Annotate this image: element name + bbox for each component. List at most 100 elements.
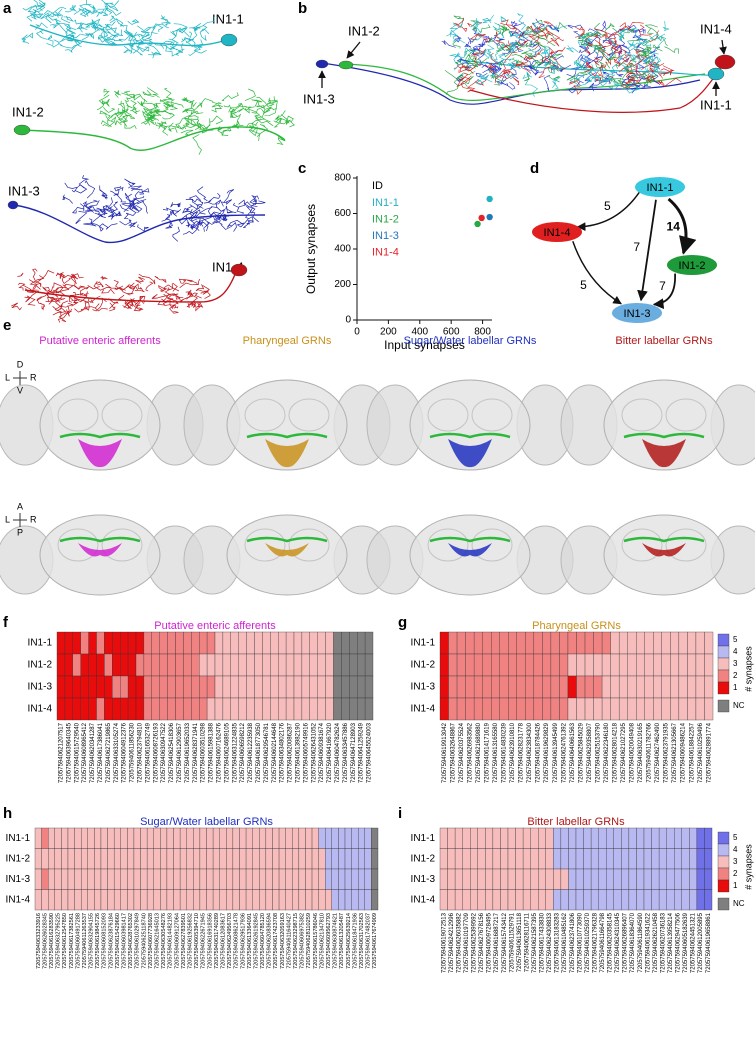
heatmap-cell xyxy=(153,889,161,911)
heatmap-cell xyxy=(576,675,586,699)
arbor xyxy=(224,126,232,132)
arbor xyxy=(507,40,522,50)
heatmap-cell xyxy=(606,848,614,870)
arbor xyxy=(246,205,259,223)
column-label: 720575940604782624 xyxy=(335,722,341,783)
arbor xyxy=(232,202,245,214)
arbor xyxy=(62,194,73,204)
arbor xyxy=(189,201,204,210)
arbor xyxy=(128,221,138,228)
heatmap-cell xyxy=(301,675,310,699)
arbor xyxy=(59,272,66,279)
arbor xyxy=(621,69,635,81)
arbor xyxy=(117,114,136,124)
arbor xyxy=(501,82,516,90)
heatmap-cell xyxy=(318,889,326,911)
column-label: 720575940623876184 xyxy=(108,913,114,969)
column-label: 720575940617674909 xyxy=(372,913,378,969)
arbor xyxy=(92,297,107,312)
arbor xyxy=(74,300,86,313)
column-label: 720575940611782766 xyxy=(647,722,653,782)
arbor xyxy=(122,114,130,123)
arbor xyxy=(40,12,58,21)
arbor xyxy=(69,33,81,42)
arbor xyxy=(594,39,612,48)
arbor xyxy=(457,26,468,33)
arbor xyxy=(87,200,100,208)
legend-swatch xyxy=(717,897,730,911)
heatmap-cell xyxy=(34,868,42,890)
heatmap-cell xyxy=(333,653,342,677)
heatmap-cell xyxy=(689,868,698,890)
column-label: 720575940605182639 xyxy=(683,912,689,973)
heatmap-cell xyxy=(270,675,279,699)
arbor xyxy=(185,115,198,124)
heatmap-cell xyxy=(439,848,448,870)
soma xyxy=(7,200,19,210)
arbor xyxy=(18,282,26,291)
heatmap-cell xyxy=(538,827,546,849)
column-label: 720575940628765302 xyxy=(128,913,134,969)
arbor xyxy=(142,89,155,98)
heatmap-cell xyxy=(173,868,181,890)
arbor xyxy=(632,71,646,77)
heatmap-cell xyxy=(525,653,535,677)
heatmap-cell xyxy=(661,675,671,699)
arbor xyxy=(486,61,502,72)
arbor xyxy=(273,119,291,125)
arbor xyxy=(584,72,597,84)
in1-neurons xyxy=(59,536,141,543)
column-label: 720575940621207517 xyxy=(59,722,65,783)
heatmap-cell xyxy=(584,653,594,677)
column-label: 720575940632059163 xyxy=(280,913,286,969)
heatmap-cell xyxy=(80,868,88,890)
arbor xyxy=(88,212,102,225)
heatmap-cell xyxy=(206,848,214,870)
arbor xyxy=(158,285,167,293)
arbor xyxy=(87,285,100,290)
heatmap-cell xyxy=(238,675,247,699)
heatmap-cell xyxy=(661,631,671,655)
arbor xyxy=(458,66,476,73)
column-label: 720575940611640427 xyxy=(286,913,292,969)
heatmap-cell xyxy=(112,631,121,655)
arbor xyxy=(35,30,48,40)
column-label: 720575940628371941 xyxy=(193,722,199,783)
arbor xyxy=(45,294,64,302)
arbor xyxy=(589,70,603,77)
row-label: IN1-3 xyxy=(6,874,31,885)
heatmap-cell xyxy=(113,827,121,849)
arbor xyxy=(197,285,210,295)
column-label: 720575940613364091 xyxy=(247,913,253,969)
column-label: 720575940602144648 xyxy=(272,722,278,783)
arbor xyxy=(99,110,111,119)
arbor xyxy=(203,221,211,232)
heatmap-cell xyxy=(143,653,152,677)
heatmap-cell xyxy=(127,848,135,870)
heatmap-cell xyxy=(254,697,263,721)
heatmap-cell xyxy=(492,848,501,870)
arbor xyxy=(189,207,213,218)
arbor xyxy=(101,288,115,295)
heatmap-cell xyxy=(613,827,622,849)
heatmap-cell xyxy=(135,675,145,699)
soma xyxy=(220,33,238,47)
compass-label: L xyxy=(5,514,10,524)
row-label: IN1-3 xyxy=(28,682,53,693)
heatmap-cell xyxy=(491,697,500,721)
heatmap-cell xyxy=(364,697,374,721)
arbor xyxy=(171,282,178,292)
heatmap-cell xyxy=(146,889,154,911)
heatmap-cell xyxy=(293,675,303,699)
soma xyxy=(230,263,248,277)
arbor xyxy=(566,66,583,77)
arbor xyxy=(543,60,552,68)
heatmap-cell xyxy=(491,653,500,677)
heatmap-cell xyxy=(143,697,152,721)
heatmap-cell xyxy=(278,697,287,721)
arbor xyxy=(467,22,483,27)
brain xyxy=(183,379,391,471)
heatmap-cell xyxy=(636,675,645,699)
heatmap-cell xyxy=(364,889,372,911)
column-label: 720575940624212996 xyxy=(449,912,455,973)
